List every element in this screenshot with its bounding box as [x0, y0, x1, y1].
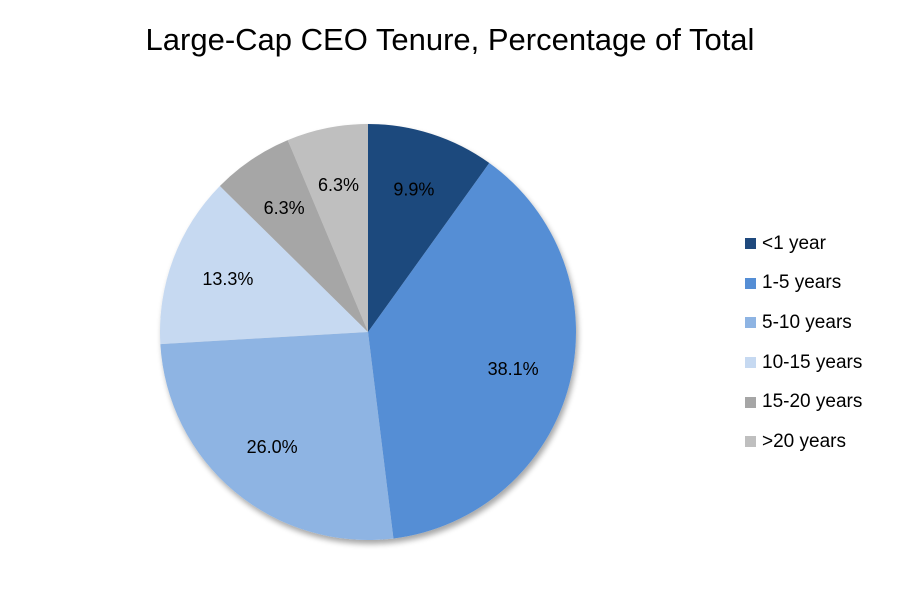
legend-label-15-20-years: 15-20 years — [762, 391, 863, 413]
legend-item-10-15-years: 10-15 years — [745, 343, 895, 383]
pie-slices — [160, 124, 577, 540]
legend-swatch-1-5-years — [745, 277, 756, 289]
data-label-1-5-years: 38.1% — [488, 359, 539, 379]
legend-item-1-5-years: 1-5 years — [745, 264, 895, 304]
legend-swatch-1-year — [745, 238, 756, 250]
data-label-5-10-years: 26.0% — [247, 437, 298, 457]
data-label-10-15-years: 13.3% — [202, 269, 253, 289]
legend-item-1-year: <1 year — [745, 224, 895, 264]
chart-title: Large-Cap CEO Tenure, Percentage of Tota… — [145, 22, 755, 57]
legend-label-1-year: <1 year — [762, 232, 826, 254]
data-label-1-year: 9.9% — [393, 179, 434, 199]
legend-swatch-10-15-years — [745, 357, 756, 369]
legend-label-20-years: >20 years — [762, 430, 846, 452]
legend-label-5-10-years: 5-10 years — [762, 311, 852, 333]
pie-data-labels: 9.9% 38.1% 26.0% 13.3% 6.3% 6.3% — [202, 175, 538, 457]
pie-slice-10-15-years — [160, 185, 368, 345]
legend-item-5-10-years: 5-10 years — [745, 303, 895, 343]
legend-swatch-20-years — [745, 436, 756, 448]
pie-slice-20-years — [287, 124, 368, 332]
legend: <1 year 1-5 years 5-10 years 10-15 years 15-… — [745, 224, 895, 462]
legend-swatch-15-20-years — [745, 396, 756, 408]
legend-label-10-15-years: 10-15 years — [762, 351, 863, 373]
pie-slice-5-10-years — [160, 332, 394, 540]
legend-label-1-5-years: 1-5 years — [762, 272, 842, 294]
legend-item-20-years: >20 years — [745, 422, 895, 462]
pie-slice-1-year — [368, 124, 490, 332]
legend-swatch-5-10-years — [745, 317, 756, 329]
legend-item-15-20-years: 15-20 years — [745, 382, 895, 422]
pie-slice-1-5-years — [368, 163, 577, 539]
data-label-15-20-years: 6.3% — [264, 198, 305, 218]
pie-slice-15-20-years — [219, 140, 368, 332]
data-label-20-years: 6.3% — [318, 175, 359, 195]
